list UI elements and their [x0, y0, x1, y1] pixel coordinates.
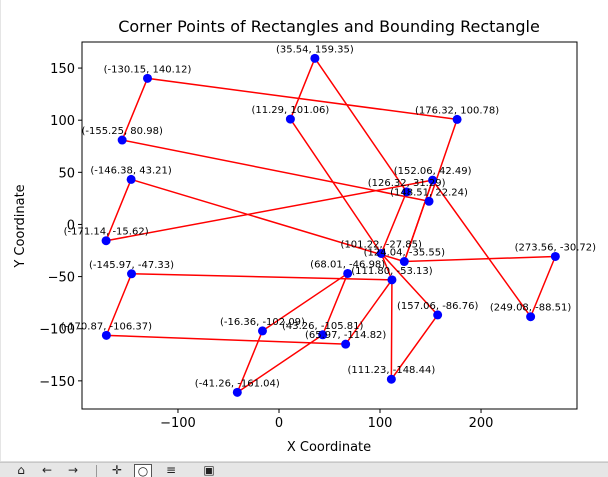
- corner-point: [257, 326, 267, 336]
- corner-point: [526, 312, 536, 322]
- point-label: (157.06, -86.76): [397, 301, 478, 312]
- zoom-icon[interactable]: ○: [134, 464, 152, 477]
- save-icon[interactable]: ▣: [203, 463, 215, 477]
- point-label: (11.29, 101.06): [252, 105, 330, 116]
- point-label: (-170.87, -106.37): [61, 321, 152, 332]
- corner-point: [310, 53, 320, 63]
- point-label: (249.08, -88.51): [490, 303, 571, 314]
- y-tick-label: 100: [50, 114, 75, 129]
- corner-point: [127, 269, 137, 279]
- point-label: (-145.97, -47.33): [89, 260, 174, 271]
- point-label: (111.23, -148.44): [347, 365, 435, 376]
- x-tick-label: 100: [368, 416, 393, 431]
- point-label: (35.54, 159.35): [276, 44, 354, 55]
- corner-point: [399, 257, 409, 267]
- corner-point: [343, 268, 353, 278]
- corner-point: [143, 73, 153, 83]
- configure-subplots-icon[interactable]: ≡: [165, 463, 177, 477]
- corner-point: [428, 175, 438, 185]
- point-label: (124.04, -35.55): [364, 248, 445, 259]
- point-label: (273.56, -30.72): [515, 242, 596, 253]
- point-label: (101.22, -27.85): [341, 239, 422, 250]
- point-label: (43.26, -105.81): [282, 321, 363, 332]
- y-tick-label: −50: [48, 271, 75, 286]
- corner-point: [232, 387, 242, 397]
- corner-point: [433, 310, 443, 320]
- corner-point: [341, 339, 351, 349]
- home-icon[interactable]: ⌂: [17, 463, 25, 477]
- y-tick-label: 150: [50, 62, 75, 77]
- point-label: (-146.38, 43.21): [90, 165, 171, 176]
- point-label: (-171.14, -15.62): [64, 227, 149, 238]
- point-label: (-130.15, 140.12): [104, 64, 192, 75]
- forward-icon[interactable]: →: [67, 463, 79, 477]
- x-axis-label: X Coordinate: [287, 440, 371, 455]
- axes-frame: [81, 41, 578, 410]
- point-label: (-16.36, -102.09): [220, 317, 305, 328]
- corner-point: [424, 196, 434, 206]
- corner-point: [126, 174, 136, 184]
- chart-title: Corner Points of Rectangles and Bounding…: [118, 17, 540, 36]
- rectangle-outline: [289, 56, 408, 256]
- corner-point: [386, 374, 396, 384]
- y-tick-label: 50: [58, 166, 75, 181]
- toolbar-separator: [96, 465, 97, 477]
- point-label: (111.80, -53.13): [351, 266, 432, 277]
- point-label: (126.32, 31.29): [368, 178, 446, 189]
- plot-area: (35.54, 159.35) (-130.15, 140.12) (11.29, …: [39, 41, 596, 431]
- point-label: (-41.26, -161.04): [195, 378, 280, 389]
- x-tick-label: 0: [275, 416, 283, 431]
- navigation-toolbar[interactable]: ⌂ ← → ✛ ○ ≡ ▣: [0, 462, 608, 477]
- corner-point: [387, 275, 397, 285]
- corner-point: [117, 135, 127, 145]
- corner-point: [402, 187, 412, 197]
- point-label: (65.97, -114.82): [305, 330, 386, 341]
- point-label: (68.01, -46.98): [310, 259, 385, 270]
- corner-point: [285, 114, 295, 124]
- point-label: (148.51, 22.24): [390, 187, 468, 198]
- toolbar-divider: [0, 461, 608, 462]
- point-label: (176.32, 100.78): [415, 105, 499, 116]
- y-axis-label: Y Coordinate: [13, 184, 28, 268]
- x-tick-label: 200: [469, 416, 494, 431]
- corner-point: [101, 236, 111, 246]
- y-tick-label: −150: [39, 375, 75, 390]
- corner-point: [452, 114, 462, 124]
- x-tick-label: −100: [160, 416, 196, 431]
- corner-point: [376, 248, 386, 258]
- corner-point: [101, 330, 111, 340]
- pan-icon[interactable]: ✛: [111, 463, 123, 477]
- point-label: (152.06, 42.49): [394, 166, 472, 177]
- window-edge: [0, 0, 1, 462]
- back-icon[interactable]: ←: [41, 463, 53, 477]
- point-label: (-155.25, 80.98): [81, 126, 162, 137]
- chart: Corner Points of Rectangles and Bounding…: [13, 17, 596, 455]
- y-tick-label: −100: [39, 323, 75, 338]
- corner-point: [318, 330, 328, 340]
- y-tick-label: 0: [67, 218, 75, 233]
- corner-point: [550, 251, 560, 261]
